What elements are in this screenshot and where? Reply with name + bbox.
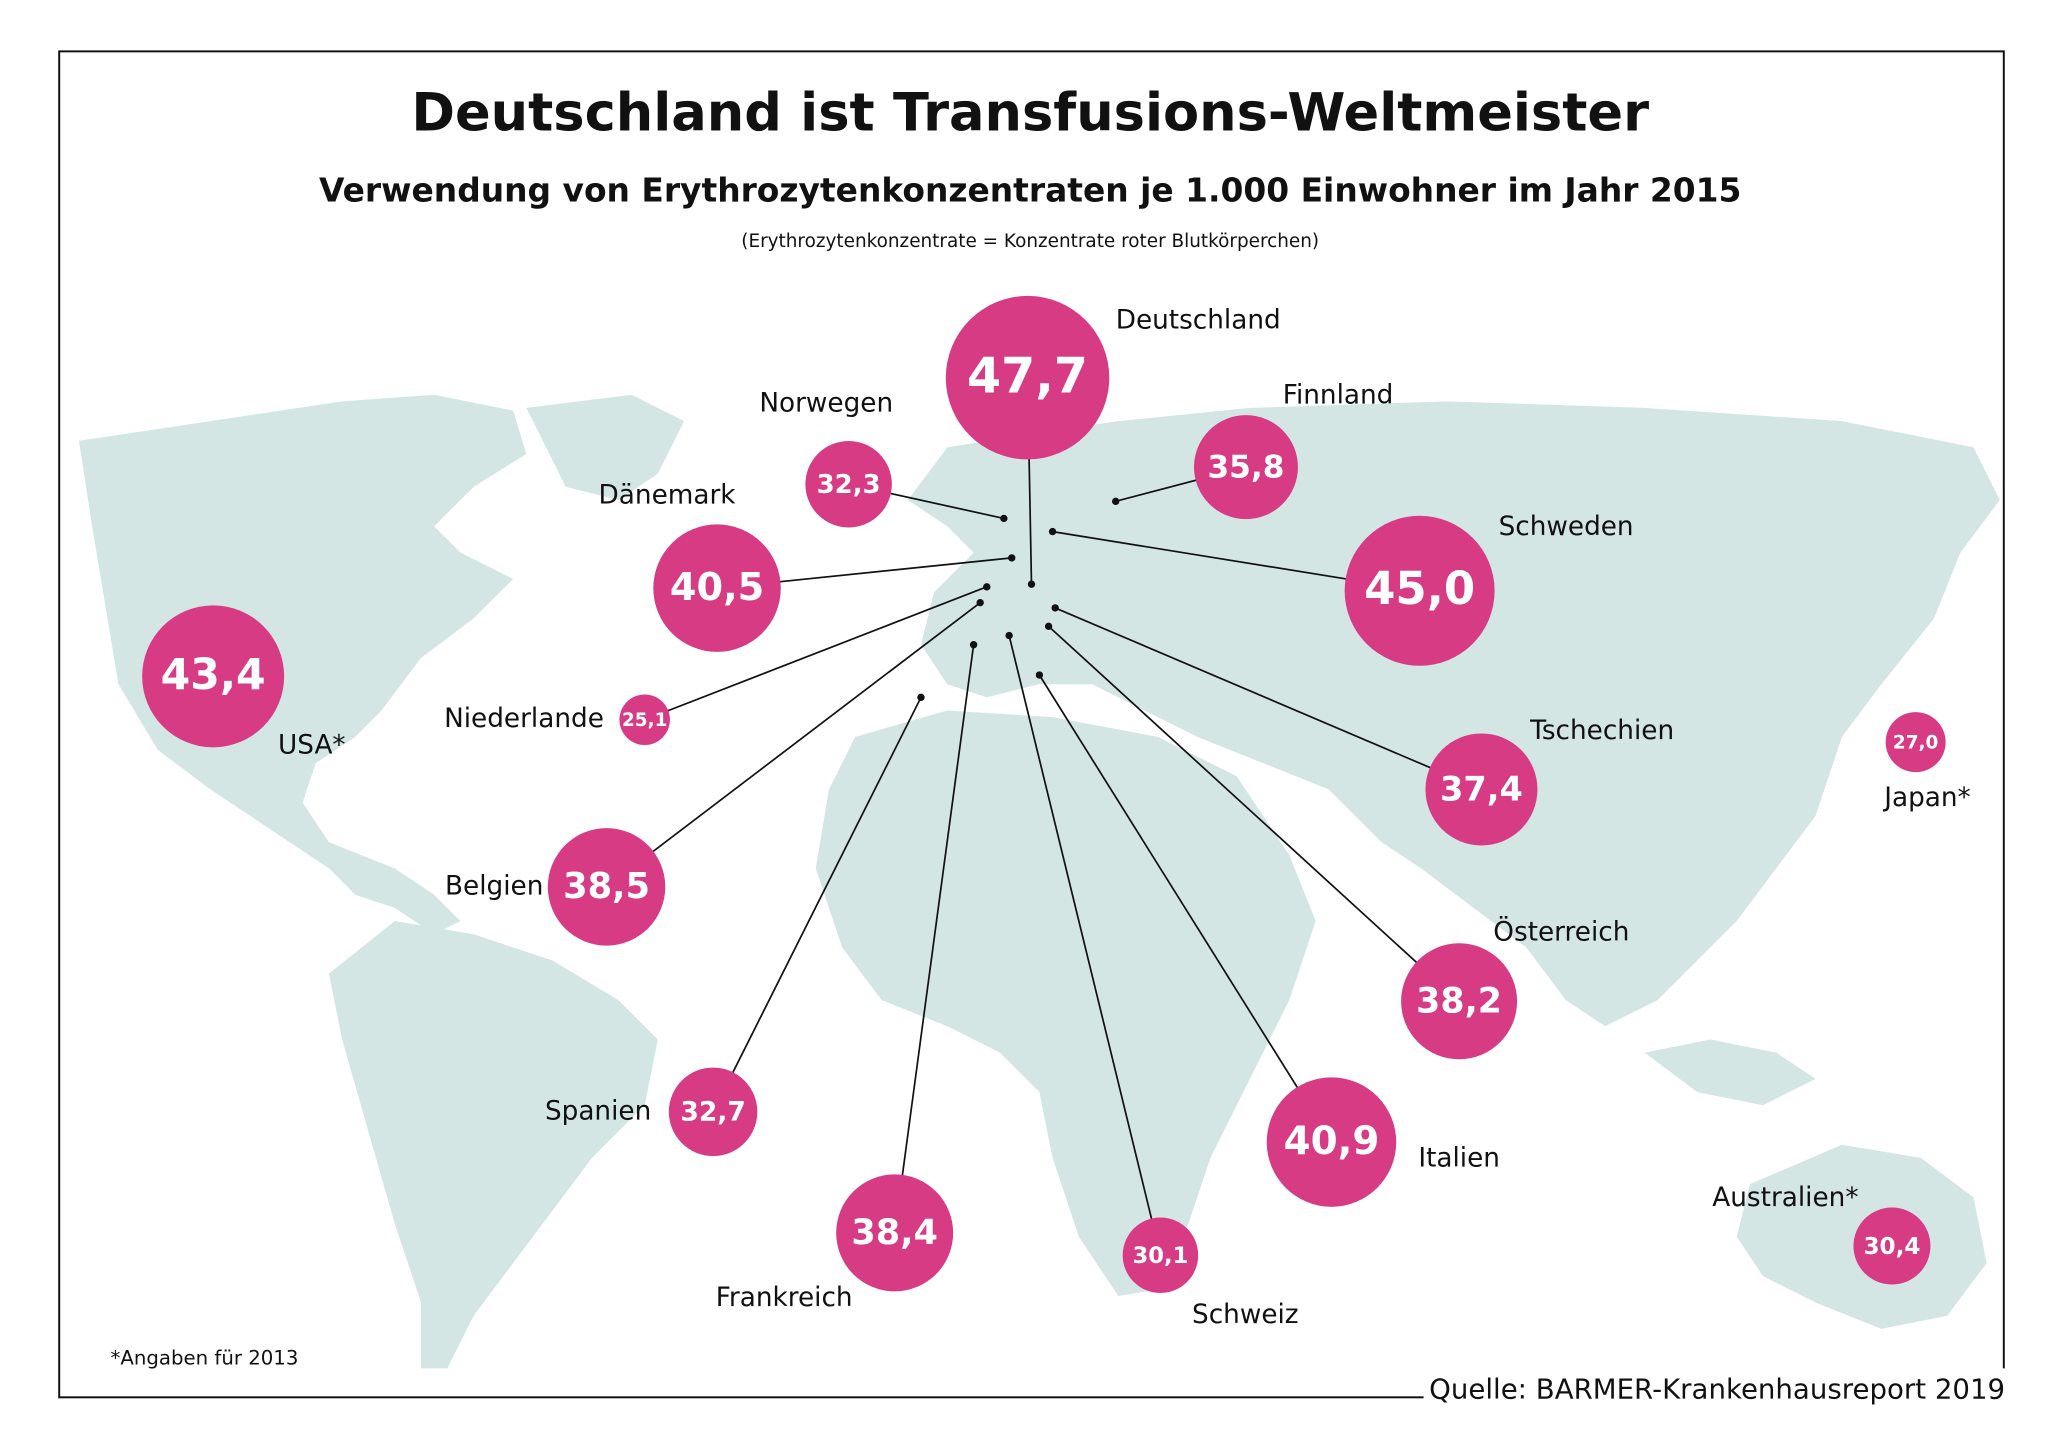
location-dot: [1051, 604, 1059, 612]
bubble: [836, 1174, 954, 1292]
country-label: Spanien: [545, 1096, 651, 1126]
bubble-label: 45,0: [1364, 562, 1475, 615]
country-label: USA*: [278, 731, 346, 761]
location-dot: [983, 583, 991, 591]
country-label: Österreich: [1493, 915, 1629, 947]
leader-line: [1048, 625, 1460, 1002]
bubble-label: 27,0: [1893, 732, 1938, 753]
leader-line: [606, 601, 981, 888]
bubble-label: 37,4: [1440, 769, 1523, 808]
leader-line: [644, 586, 988, 721]
bubble: [547, 828, 666, 946]
bubble: [1401, 943, 1518, 1060]
bubble: [1266, 1077, 1397, 1207]
bubble-label: 32,3: [817, 470, 881, 500]
country-label: Tschechien: [1529, 716, 1674, 746]
country-label: Schweden: [1499, 512, 1634, 542]
leader-line: [893, 644, 975, 1233]
location-dot: [1000, 514, 1008, 523]
location-dot: [1027, 580, 1036, 588]
location-dot: [1044, 622, 1053, 631]
chart-title: Deutschland ist Transfusions-Weltmeister: [411, 82, 1649, 143]
location-dot: [969, 641, 978, 649]
frame: [58, 50, 2005, 1399]
location-dot: [1035, 671, 1044, 679]
source: Quelle: BARMER-Krankenhausreport 2019: [1429, 1373, 2005, 1406]
location-dot: [917, 693, 925, 702]
chart-subtitle: Verwendung von Erythrozytenkonzentraten …: [319, 171, 1741, 210]
leader-line: [1008, 635, 1162, 1256]
bubble: [945, 295, 1110, 460]
bubble-label: 38,5: [563, 866, 650, 907]
bubble: [619, 694, 670, 745]
leader-line: [1054, 607, 1482, 791]
location-dot: [1112, 497, 1120, 506]
leader-line: [712, 696, 922, 1113]
country-label: Norwegen: [759, 388, 893, 418]
source-backdrop: [1423, 1368, 2029, 1421]
country-label: Australien*: [1712, 1183, 1858, 1213]
country-label: Frankreich: [716, 1283, 853, 1313]
bubble: [1193, 415, 1298, 520]
world-map: [78, 394, 2000, 1369]
footnote: *Angaben für 2013: [111, 1347, 299, 1370]
country-label: Dänemark: [599, 481, 737, 511]
country-label: Italien: [1418, 1144, 1500, 1174]
bubble-label: 43,4: [161, 650, 266, 700]
note: (Erythrozytenkonzentrate = Konzentrate r…: [741, 231, 1319, 252]
bubble: [1122, 1217, 1199, 1293]
bubble-label: 32,7: [680, 1097, 745, 1128]
bubble: [668, 1067, 758, 1157]
bubble: [653, 524, 781, 652]
location-dot: [1008, 554, 1016, 562]
bubble: [805, 440, 892, 528]
bubble-label: 38,2: [1416, 982, 1502, 1022]
country-label: Japan*: [1882, 783, 1971, 813]
leader-line: [1038, 674, 1333, 1143]
location-dot: [1048, 527, 1057, 536]
bubble-label: 40,9: [1284, 1119, 1380, 1164]
bubble-label: 25,1: [622, 710, 667, 731]
country-label: Finnland: [1283, 381, 1394, 411]
bubble: [1853, 1207, 1931, 1285]
location-dot: [976, 598, 984, 607]
bubble-label: 40,5: [670, 566, 764, 610]
bubble: [1885, 712, 1946, 773]
country-label: Niederlande: [444, 704, 604, 734]
country-label: Schweiz: [1192, 1300, 1299, 1330]
bubble-label: 35,8: [1207, 449, 1284, 485]
country-label: Belgien: [445, 871, 543, 901]
location-dot: [1005, 631, 1013, 640]
bubble-label: 30,1: [1133, 1243, 1189, 1269]
country-label: Deutschland: [1116, 306, 1281, 336]
bubble-label: 38,4: [851, 1212, 938, 1253]
bubble: [142, 605, 285, 748]
bubble: [1425, 733, 1538, 846]
bubble: [1344, 515, 1495, 666]
bubble-label: 47,7: [967, 346, 1088, 404]
bubble-label: 30,4: [1863, 1234, 1920, 1260]
